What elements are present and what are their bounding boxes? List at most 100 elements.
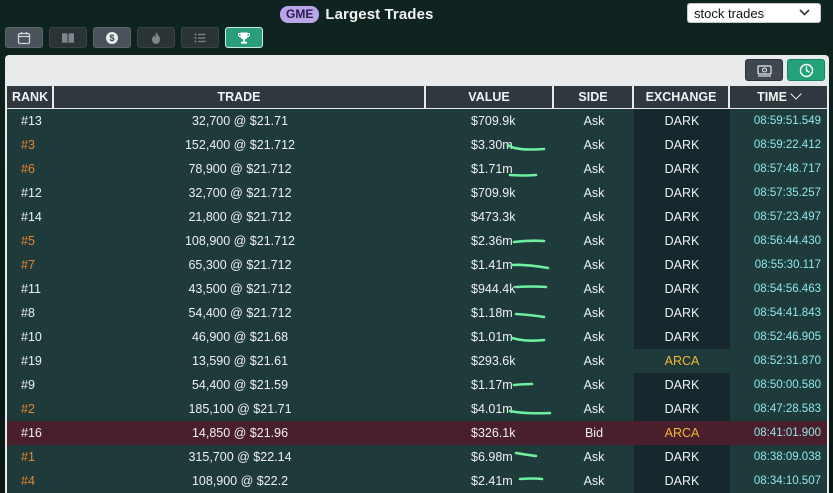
trades-table: RANK TRADE VALUE SIDE EXCHANGE TIME #13 3…: [7, 85, 827, 493]
time-view-button[interactable]: [787, 59, 825, 81]
value-cell: $1.71m: [426, 157, 554, 181]
rank-cell: #2: [21, 402, 35, 416]
panel-toolbar: [745, 59, 825, 81]
table-row[interactable]: #5 108,900 @ $21.712 $2.36m Ask DARK 08:56:44…: [7, 229, 827, 253]
tab-list[interactable]: [181, 27, 219, 48]
value-cell: $2.36m: [426, 229, 554, 253]
side-cell: Ask: [583, 186, 605, 200]
tab-book[interactable]: [49, 27, 87, 48]
table-row[interactable]: #12 32,700 @ $21.712 $709.9k Ask DARK 08:57:3…: [7, 181, 827, 205]
table-row[interactable]: #6 78,900 @ $21.712 $1.71m Ask DARK 08:57:48.…: [7, 157, 827, 181]
trade-cell: 65,300 @ $21.712: [188, 258, 292, 272]
value-cell: $473.3k: [426, 205, 554, 229]
table-row[interactable]: #1 315,700 @ $22.14 $6.98m Ask DARK 08:38:09.…: [7, 445, 827, 469]
table-row[interactable]: #16 14,850 @ $21.96 $326.1k Bid ARCA 08:41:01…: [7, 421, 827, 445]
value-text: $709.9k: [471, 186, 516, 200]
table-row[interactable]: #11 43,500 @ $21.712 $944.4k Ask DARK 08:54:5…: [7, 277, 827, 301]
rank-cell: #7: [21, 258, 35, 272]
exchange-cell: DARK: [634, 157, 730, 181]
rank-cell: #19: [21, 354, 42, 368]
time-cell: 08:34:10.507: [753, 475, 821, 487]
table-row[interactable]: #13 32,700 @ $21.71 $709.9k Ask DARK 08:59:51…: [7, 109, 827, 133]
table-row[interactable]: #3 152,400 @ $21.712 $3.30m Ask DARK 08:59:22…: [7, 133, 827, 157]
trade-cell: 315,700 @ $22.14: [188, 450, 292, 464]
side-cell: Ask: [583, 258, 605, 272]
trade-cell: 14,850 @ $21.96: [191, 426, 289, 440]
trade-cell: 108,900 @ $21.712: [184, 234, 295, 248]
exchange-cell: DARK: [634, 133, 730, 157]
fire-icon: [152, 31, 160, 44]
side-cell: Ask: [583, 138, 605, 152]
exchange-cell: DARK: [634, 325, 730, 349]
value-cell: $293.6k: [426, 349, 554, 373]
column-header-time-label: TIME: [757, 90, 787, 104]
value-cell: $2.41m: [426, 469, 554, 493]
rank-cell: #5: [21, 234, 35, 248]
time-cell: 08:57:35.257: [753, 187, 821, 199]
side-cell: Ask: [583, 330, 605, 344]
column-header-trade[interactable]: TRADE: [54, 85, 426, 109]
tab-fire[interactable]: [137, 27, 175, 48]
time-cell: 08:55:30.117: [754, 259, 821, 271]
value-text: $293.6k: [471, 354, 516, 368]
rank-cell: #6: [21, 162, 35, 176]
value-cell: $3.30m: [426, 133, 554, 157]
table-row[interactable]: #19 13,590 @ $21.61 $293.6k Ask ARCA 08:52:31…: [7, 349, 827, 373]
value-text: $2.36m: [471, 234, 513, 248]
value-cell: $326.1k: [426, 421, 554, 445]
column-header-time[interactable]: TIME: [730, 85, 827, 109]
value-text: $3.30m: [471, 138, 513, 152]
table-header: RANK TRADE VALUE SIDE EXCHANGE TIME: [7, 85, 827, 109]
value-cell: $709.9k: [426, 109, 554, 133]
value-cell: $4.01m: [426, 397, 554, 421]
trade-type-select[interactable]: stock trades: [687, 3, 821, 23]
exchange-cell: DARK: [634, 229, 730, 253]
value-text: $944.4k: [471, 282, 516, 296]
rank-cell: #11: [21, 282, 41, 296]
value-cell: $1.18m: [426, 301, 554, 325]
rank-cell: #12: [21, 186, 42, 200]
trade-cell: 54,400 @ $21.59: [191, 378, 289, 392]
value-text: $1.18m: [471, 306, 513, 320]
table-row[interactable]: #9 54,400 @ $21.59 $1.17m Ask DARK 08:50:00.5…: [7, 373, 827, 397]
tab-trophy[interactable]: [225, 27, 263, 48]
exchange-cell: DARK: [634, 109, 730, 133]
table-row[interactable]: #10 46,900 @ $21.68 $1.01m Ask DARK 08:52:46.…: [7, 325, 827, 349]
side-cell: Ask: [583, 210, 605, 224]
tab-dollar[interactable]: $: [93, 27, 131, 48]
column-header-value[interactable]: VALUE: [426, 85, 554, 109]
trade-cell: 54,400 @ $21.712: [188, 306, 292, 320]
money-view-button[interactable]: [745, 59, 783, 81]
exchange-cell: ARCA: [634, 421, 730, 445]
tab-calendar[interactable]: [5, 27, 43, 48]
title-area: GME Largest Trades: [280, 4, 433, 24]
time-cell: 08:47:28.583: [753, 403, 821, 415]
rank-cell: #10: [21, 330, 42, 344]
column-header-exchange[interactable]: EXCHANGE: [634, 85, 730, 109]
value-text: $1.01m: [471, 330, 513, 344]
column-header-rank[interactable]: RANK: [7, 85, 54, 109]
time-cell: 08:56:44.430: [753, 235, 821, 247]
table-row[interactable]: #4 108,900 @ $22.2 $2.41m Ask DARK 08:34:10.5…: [7, 469, 827, 493]
value-text: $1.41m: [471, 258, 513, 272]
side-cell: Ask: [583, 234, 605, 248]
ticker-badge[interactable]: GME: [280, 5, 320, 23]
exchange-cell: DARK: [634, 445, 730, 469]
column-header-side[interactable]: SIDE: [554, 85, 634, 109]
trade-cell: 78,900 @ $21.712: [188, 162, 292, 176]
rank-cell: #16: [21, 426, 42, 440]
exchange-cell: DARK: [634, 397, 730, 421]
time-cell: 08:59:22.412: [753, 139, 821, 151]
value-cell: $1.17m: [426, 373, 554, 397]
value-cell: $1.41m: [426, 253, 554, 277]
table-row[interactable]: #14 21,800 @ $21.712 $473.3k Ask DARK 08:57:2…: [7, 205, 827, 229]
table-row[interactable]: #7 65,300 @ $21.712 $1.41m Ask DARK 08:55:30.…: [7, 253, 827, 277]
page-title: Largest Trades: [325, 5, 434, 23]
time-cell: 08:57:23.497: [753, 211, 821, 223]
table-row[interactable]: #2 185,100 @ $21.71 $4.01m Ask DARK 08:47:28.…: [7, 397, 827, 421]
table-row[interactable]: #8 54,400 @ $21.712 $1.18m Ask DARK 08:54:41.…: [7, 301, 827, 325]
time-cell: 08:52:31.870: [753, 355, 821, 367]
sort-descending-icon: [790, 88, 802, 100]
exchange-cell: DARK: [634, 469, 730, 493]
exchange-cell: DARK: [634, 373, 730, 397]
